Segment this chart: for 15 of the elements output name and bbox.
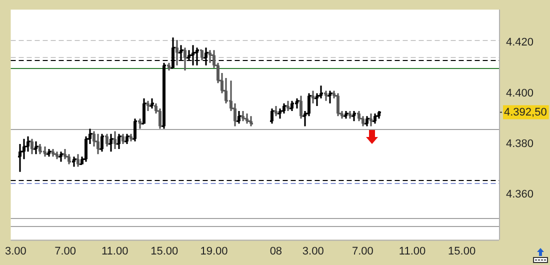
y-tick-label: 4.380 bbox=[506, 138, 534, 150]
x-tick-label: 15.00 bbox=[150, 245, 178, 258]
y-tick-label: 4.360 bbox=[506, 188, 534, 201]
x-tick-label: 11.00 bbox=[398, 245, 426, 258]
x-tick-label: 11.00 bbox=[101, 245, 128, 258]
x-tick-label: 3.00 bbox=[302, 245, 324, 258]
x-tick-label: 3.00 bbox=[4, 245, 26, 258]
text: 4.392,50 bbox=[504, 106, 547, 118]
x-tick-label: 7.00 bbox=[352, 245, 374, 258]
y-tick-label: 4.420 bbox=[506, 36, 534, 49]
x-tick-label: 7.00 bbox=[54, 245, 76, 258]
x-tick-label: 08 bbox=[270, 245, 282, 258]
x-tick-label: 15.00 bbox=[448, 245, 476, 258]
x-tick-label: 19.00 bbox=[200, 245, 228, 258]
y-tick-label: 4.400 bbox=[506, 87, 534, 100]
